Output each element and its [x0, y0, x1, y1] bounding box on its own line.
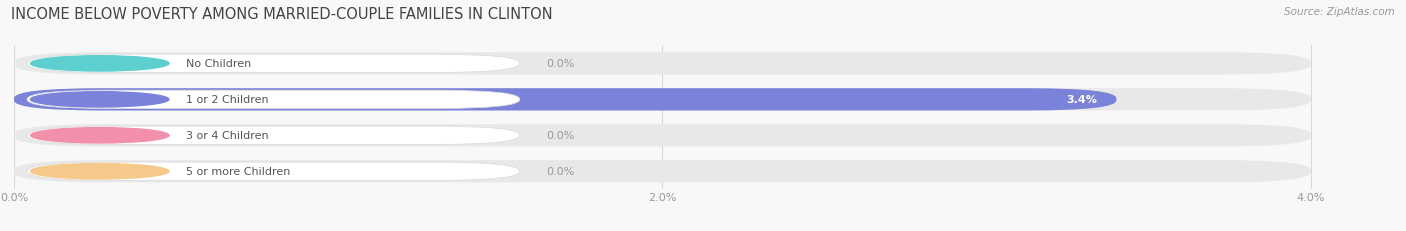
- Text: 0.0%: 0.0%: [546, 167, 574, 176]
- Circle shape: [31, 56, 169, 72]
- Text: No Children: No Children: [186, 59, 252, 69]
- Text: Source: ZipAtlas.com: Source: ZipAtlas.com: [1284, 7, 1395, 17]
- FancyBboxPatch shape: [14, 53, 1310, 75]
- FancyBboxPatch shape: [14, 89, 1116, 111]
- Text: 1 or 2 Children: 1 or 2 Children: [186, 95, 269, 105]
- Text: 0.0%: 0.0%: [546, 131, 574, 141]
- Text: 3.4%: 3.4%: [1066, 95, 1097, 105]
- Circle shape: [31, 92, 169, 108]
- FancyBboxPatch shape: [27, 55, 520, 73]
- Text: INCOME BELOW POVERTY AMONG MARRIED-COUPLE FAMILIES IN CLINTON: INCOME BELOW POVERTY AMONG MARRIED-COUPL…: [11, 7, 553, 22]
- FancyBboxPatch shape: [14, 160, 1310, 183]
- FancyBboxPatch shape: [27, 162, 520, 181]
- Text: 3 or 4 Children: 3 or 4 Children: [186, 131, 269, 141]
- FancyBboxPatch shape: [14, 89, 1310, 111]
- FancyBboxPatch shape: [14, 125, 1310, 147]
- Circle shape: [31, 164, 169, 179]
- FancyBboxPatch shape: [27, 127, 520, 145]
- Circle shape: [31, 128, 169, 143]
- Text: 5 or more Children: 5 or more Children: [186, 167, 291, 176]
- Text: 0.0%: 0.0%: [546, 59, 574, 69]
- FancyBboxPatch shape: [27, 91, 520, 109]
